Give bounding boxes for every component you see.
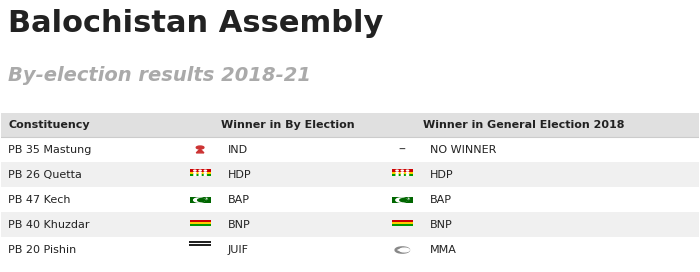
Text: PB 20 Pishin: PB 20 Pishin <box>8 245 76 255</box>
Circle shape <box>395 198 407 202</box>
Text: Winner in General Election 2018: Winner in General Election 2018 <box>424 120 624 130</box>
Text: Constituency: Constituency <box>8 120 90 130</box>
Bar <box>392 224 413 226</box>
Bar <box>190 169 211 172</box>
Bar <box>189 241 211 242</box>
Polygon shape <box>196 149 204 153</box>
Text: *: * <box>407 197 410 203</box>
Text: PB 26 Quetta: PB 26 Quetta <box>8 170 82 180</box>
Bar <box>392 222 413 224</box>
Circle shape <box>396 172 398 173</box>
Bar <box>190 174 211 176</box>
Text: Balochistan Assembly: Balochistan Assembly <box>8 10 384 38</box>
Circle shape <box>400 248 410 252</box>
Circle shape <box>196 146 204 149</box>
Text: By-election results 2018-21: By-election results 2018-21 <box>8 66 312 85</box>
Circle shape <box>396 170 398 171</box>
Bar <box>189 245 211 246</box>
Text: BNP: BNP <box>430 220 453 230</box>
Bar <box>189 242 211 243</box>
Circle shape <box>401 170 403 171</box>
Text: BAP: BAP <box>430 195 452 205</box>
Bar <box>190 172 211 174</box>
Text: PB 47 Kech: PB 47 Kech <box>8 195 71 205</box>
Bar <box>1 212 699 237</box>
Text: HDP: HDP <box>228 170 251 180</box>
Circle shape <box>194 198 205 202</box>
Circle shape <box>194 172 196 173</box>
Text: BNP: BNP <box>228 220 251 230</box>
Text: JUIF: JUIF <box>228 245 249 255</box>
Circle shape <box>401 172 403 173</box>
Bar <box>392 197 413 203</box>
Circle shape <box>400 199 407 202</box>
Text: PB 40 Khuzdar: PB 40 Khuzdar <box>8 220 90 230</box>
Circle shape <box>194 170 196 171</box>
Circle shape <box>197 199 205 202</box>
Text: BAP: BAP <box>228 195 250 205</box>
Circle shape <box>204 172 206 173</box>
Circle shape <box>407 172 409 173</box>
Bar <box>392 169 413 172</box>
Text: –: – <box>399 143 406 157</box>
Bar <box>392 220 413 222</box>
Bar <box>189 244 211 245</box>
Circle shape <box>204 170 206 171</box>
Text: IND: IND <box>228 145 248 155</box>
Bar <box>190 224 211 226</box>
Text: HDP: HDP <box>430 170 454 180</box>
Bar <box>392 172 413 174</box>
Circle shape <box>199 172 201 173</box>
Bar <box>190 222 211 224</box>
Circle shape <box>199 170 201 171</box>
Bar <box>190 197 211 203</box>
Text: NO WINNER: NO WINNER <box>430 145 496 155</box>
Text: PB 35 Mastung: PB 35 Mastung <box>8 145 92 155</box>
Text: MMA: MMA <box>430 245 457 255</box>
Bar <box>190 220 211 222</box>
Bar <box>1 162 699 187</box>
Text: *: * <box>204 197 208 203</box>
Bar <box>392 174 413 176</box>
Bar <box>1 113 699 137</box>
Circle shape <box>407 170 409 171</box>
Text: Winner in By Election: Winner in By Election <box>221 120 355 130</box>
